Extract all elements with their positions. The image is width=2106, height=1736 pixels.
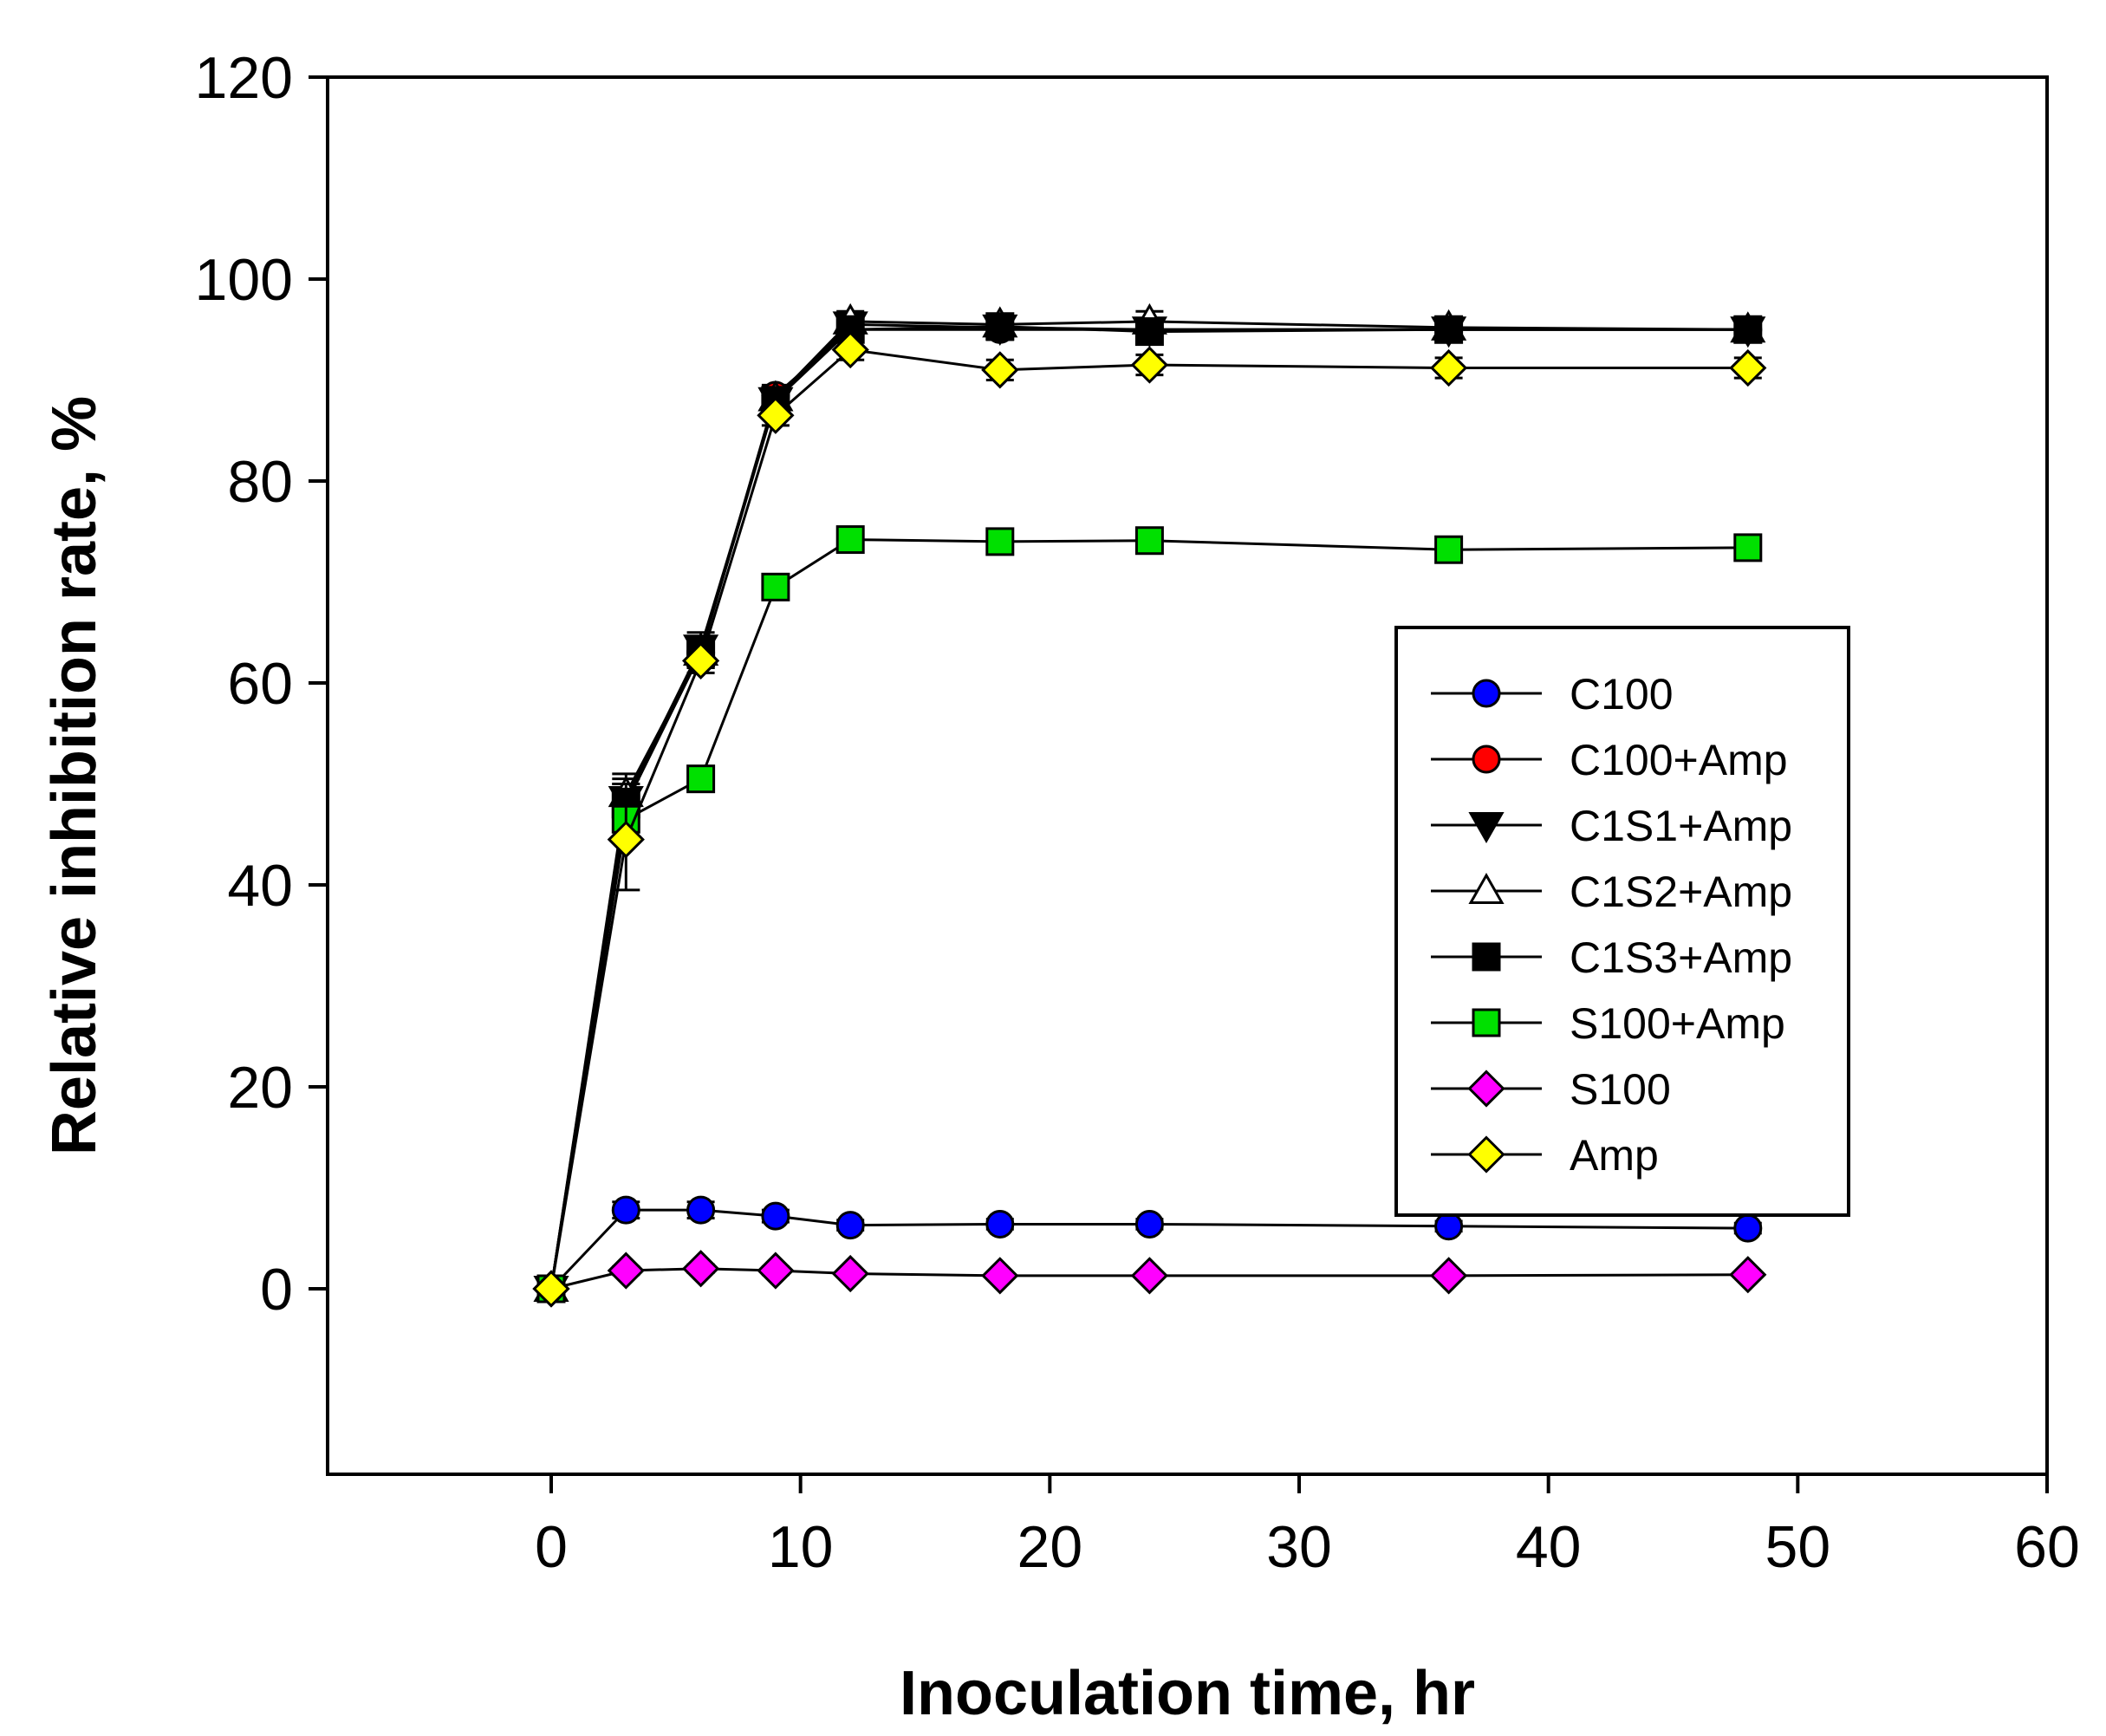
plot-frame — [326, 75, 2049, 1476]
point-amp-12 — [831, 330, 869, 369]
x-tick-label-20: 20 — [1017, 1514, 1083, 1580]
x-tick-label-60: 60 — [2014, 1514, 2080, 1580]
y-tick-label-0: 0 — [260, 1257, 293, 1323]
point-s100-18 — [981, 1257, 1019, 1295]
point-c1s3-plus-amp-18 — [985, 312, 1015, 341]
legend-label-c1s1-plus-amp: C1S1+Amp — [1570, 802, 1792, 850]
point-c100-6 — [686, 1195, 716, 1225]
point-s100-plus-amp-24 — [1134, 526, 1164, 556]
legend-marker-c100 — [1472, 679, 1501, 708]
x-tick-label-30: 30 — [1266, 1514, 1332, 1580]
y-tick-label-60: 60 — [227, 651, 293, 717]
point-amp-3 — [607, 820, 645, 859]
point-s100-36 — [1429, 1257, 1468, 1295]
point-c1s3-plus-amp-48 — [1733, 315, 1763, 344]
legend-item-c100: C100 — [1431, 670, 1674, 718]
series-amp — [532, 330, 1767, 1308]
legend-label-c100-plus-amp: C100+Amp — [1570, 736, 1788, 784]
point-s100-plus-amp-36 — [1434, 535, 1464, 564]
x-tick-label-0: 0 — [535, 1514, 568, 1580]
legend: C100 C100+Amp C1S1+Amp C1S2+Amp C1S3+Amp S100… — [1394, 626, 1850, 1217]
series-layer — [532, 302, 1767, 1308]
point-c100-36 — [1434, 1212, 1464, 1241]
y-axis-title: Relative inhibition rate, % — [40, 396, 109, 1155]
point-c100-24 — [1134, 1209, 1164, 1239]
point-s100-plus-amp-18 — [985, 527, 1015, 556]
legend-marker-c100-plus-amp — [1472, 744, 1501, 774]
series-s100-plus-amp — [536, 525, 1763, 1304]
series-s100 — [532, 1250, 1767, 1308]
point-c100-9 — [761, 1201, 790, 1231]
point-c100-48 — [1733, 1213, 1763, 1243]
point-s100-plus-amp-9 — [761, 572, 790, 601]
legend-marker-amp — [1467, 1135, 1505, 1174]
y-tick-label-120: 120 — [195, 45, 293, 111]
point-c100-18 — [985, 1209, 1015, 1239]
legend-marker-c1s1-plus-amp — [1468, 812, 1505, 844]
x-tick-label-40: 40 — [1516, 1514, 1582, 1580]
legend-marker-s100 — [1467, 1070, 1505, 1108]
x-axis-title: Inoculation time, hr — [900, 1659, 1475, 1728]
point-c100-12 — [835, 1211, 865, 1240]
x-axis: 0 10 20 30 40 50 60 — [535, 1474, 2080, 1580]
y-tick-label-20: 20 — [227, 1055, 293, 1121]
point-c100-3 — [611, 1195, 640, 1225]
point-s100-48 — [1729, 1256, 1767, 1294]
legend-label-amp: Amp — [1570, 1131, 1659, 1180]
legend-label-c1s3-plus-amp: C1S3+Amp — [1570, 933, 1792, 982]
point-s100-12 — [831, 1254, 869, 1293]
legend-marker-s100-plus-amp — [1472, 1008, 1501, 1037]
legend-item-c100-plus-amp: C100+Amp — [1431, 736, 1788, 784]
point-amp-0 — [532, 1270, 570, 1308]
legend-marker-c1s3-plus-amp — [1472, 942, 1501, 972]
legend-label-s100: S100 — [1570, 1065, 1671, 1114]
point-s100-3 — [607, 1252, 645, 1290]
point-amp-18 — [981, 351, 1019, 389]
point-c1s3-plus-amp-24 — [1134, 317, 1164, 347]
point-s100-24 — [1130, 1257, 1169, 1295]
point-amp-24 — [1130, 346, 1169, 384]
point-amp-48 — [1729, 348, 1767, 387]
point-s100-6 — [681, 1250, 720, 1288]
point-amp-36 — [1429, 348, 1468, 387]
series-c1s3-plus-amp — [536, 312, 1763, 1304]
point-s100-9 — [757, 1252, 795, 1290]
legend-label-s100-plus-amp: S100+Amp — [1570, 999, 1785, 1048]
legend-label-c100: C100 — [1570, 670, 1674, 718]
legend-item-s100-plus-amp: S100+Amp — [1431, 999, 1785, 1048]
point-c1s3-plus-amp-36 — [1434, 315, 1464, 344]
point-s100-plus-amp-6 — [686, 764, 716, 794]
x-tick-label-10: 10 — [768, 1514, 834, 1580]
point-s100-plus-amp-12 — [835, 525, 865, 555]
legend-item-amp: Amp — [1431, 1131, 1659, 1180]
point-s100-plus-amp-48 — [1733, 533, 1763, 562]
legend-item-c1s3-plus-amp: C1S3+Amp — [1431, 933, 1792, 982]
point-amp-9 — [757, 396, 795, 434]
legend-item-c1s2-plus-amp: C1S2+Amp — [1431, 868, 1792, 916]
y-axis: 0 20 40 60 80 100 120 — [195, 45, 328, 1323]
legend-label-c1s2-plus-amp: C1S2+Amp — [1570, 868, 1792, 916]
legend-item-s100: S100 — [1431, 1065, 1671, 1114]
y-tick-label-100: 100 — [195, 247, 293, 313]
x-tick-label-50: 50 — [1765, 1514, 1831, 1580]
y-tick-label-80: 80 — [227, 449, 293, 515]
y-tick-label-40: 40 — [227, 853, 293, 919]
legend-marker-c1s2-plus-amp — [1468, 872, 1505, 904]
legend-item-c1s1-plus-amp: C1S1+Amp — [1431, 802, 1792, 850]
point-amp-6 — [681, 641, 720, 679]
legend-box — [1394, 626, 1850, 1217]
